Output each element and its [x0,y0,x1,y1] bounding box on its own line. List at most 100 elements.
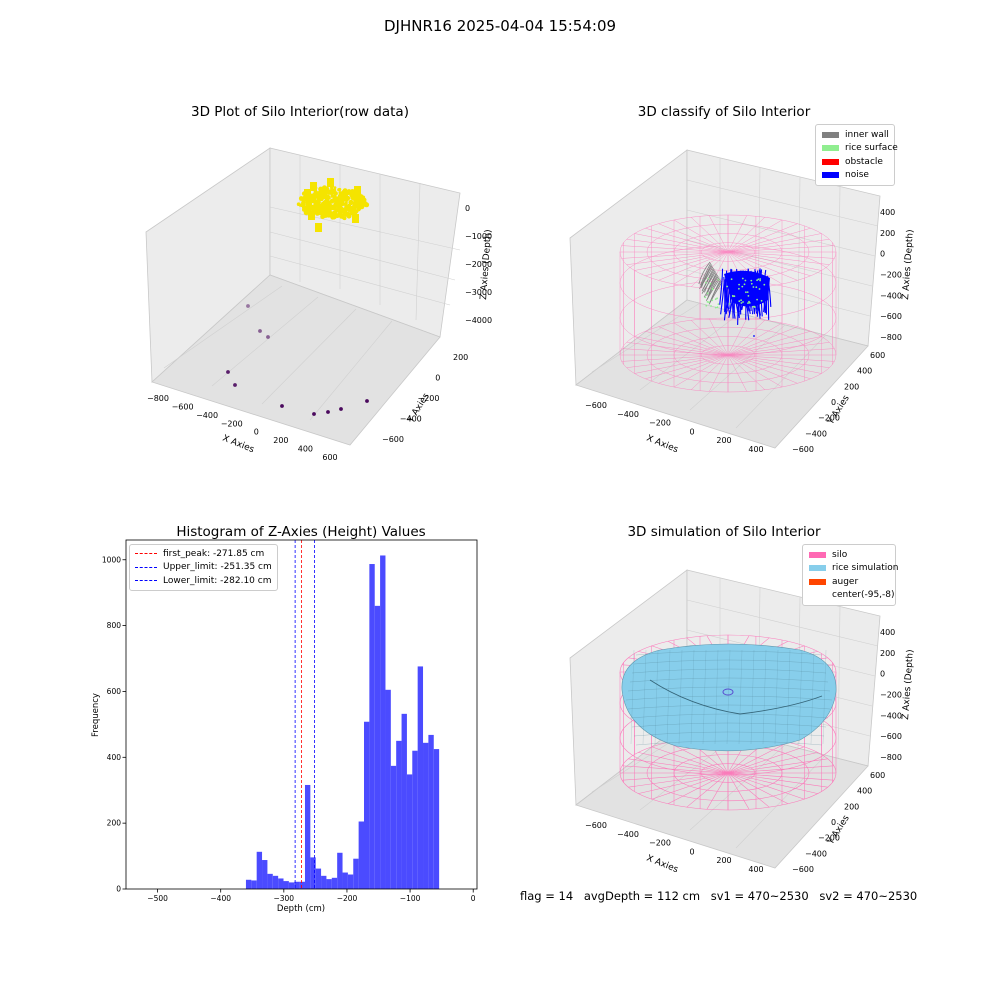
rice-surface-point [705,281,707,284]
surface-mesh-line [798,649,803,745]
raw-point [337,197,341,201]
histogram-bar [321,875,327,889]
rice-surface-point [744,279,747,282]
classify-plot-title: 3D classify of Silo Interior [637,104,811,120]
rice-surface-point [705,304,708,307]
histogram-bar [364,721,370,889]
raw-far-point [312,412,316,416]
rice-surface-point [756,298,758,301]
raw-y-tick-labels: −600 −400 −200 0 200 [382,353,468,444]
simulation-x-axis-label: X Axies [645,854,680,876]
x-tick-label: 200 [716,856,731,865]
rice-surface-point [743,283,746,286]
simulation-z-tick-labels: −800 −600 −400 −200 0 200 400 [880,628,902,762]
z-tick-label: −200 [880,271,902,280]
surface-mesh-line [627,686,831,692]
inner-wall-trace [703,274,719,298]
y-tick-label: 200 [453,353,468,362]
histogram-bar [433,749,440,889]
raw-point [317,196,323,201]
x-tick-label: 400 [748,445,763,454]
raw-point [326,213,331,218]
rice-surface-point [740,299,742,302]
z-tick-label: −400 [880,711,902,720]
raw-point [325,204,330,209]
y-tick-label: −400 [805,849,827,858]
raw-point [309,199,314,203]
histogram-bar [358,821,364,889]
raw-point [345,195,351,201]
surface-mesh-line [750,649,755,745]
raw-point [339,214,344,219]
raw-point [355,199,360,204]
histogram-bar [299,881,305,889]
z-tick-label: −600 [880,732,902,741]
surface-mesh-line [629,713,829,719]
legend-item-inner-wall: inner wall [822,128,889,142]
histogram-bar [331,877,338,889]
classify-silo-wireframe [619,214,837,393]
surface-mesh-line [726,649,731,745]
raw-z-axis-label: Z Axies (Depth) [479,229,494,300]
raw-far-point [326,410,330,414]
raw-point [333,196,339,202]
surface-mesh-line [714,649,719,745]
raw-point [322,210,327,215]
raw-point [334,200,339,204]
raw-point [341,190,347,195]
rice-surface-point [745,291,747,294]
raw-point [347,189,350,193]
z-tick-label: −1000 [465,232,492,241]
histogram-bar [294,881,300,889]
raw-far-point [339,407,343,411]
x-tick-label: 0 [471,894,476,903]
x-tick-label: −600 [585,401,607,410]
x-tick-label: −600 [172,402,194,411]
rice-surface-point [748,302,751,304]
histogram-bar [272,875,279,889]
raw-x-axis-label: X Axies [221,434,256,456]
raw-point [339,200,345,206]
rice-surface-point [738,300,741,303]
raw-point-cluster [315,223,322,232]
histogram-bar [423,742,429,889]
simulation-x-tick-labels: −600 −400 −200 0 200 400 [585,821,764,874]
noise-point [753,335,755,337]
y-tick-label: −400 [805,429,827,438]
legend-item-first-peak: first_peak: -271.85 cm [135,547,272,561]
x-tick-label: 0 [689,847,694,856]
z-tick-label: −800 [880,753,902,762]
inner-wall-trace [708,282,723,305]
histogram-bar [374,605,381,889]
rice-surface-point [759,279,761,282]
x-tick-label: 200 [273,436,288,445]
raw-point [342,211,347,217]
histogram-bar [396,740,402,889]
y-tick-label: 400 [857,367,872,376]
surface-mesh-line [633,659,825,665]
rice-surface-point [706,301,709,303]
raw-point [333,186,337,190]
y-tick-label: 0 [435,374,440,383]
z-tick-label: 200 [880,229,895,238]
classify-x-tick-labels: −600 −400 −200 0 200 400 [585,401,764,454]
rice-surface-point [760,299,763,302]
x-tick-label: −800 [147,394,169,403]
y-tick-label: −200 [818,414,840,423]
surface-mesh-line [822,649,827,745]
flag-readout: flag = 14 [520,889,574,903]
raw-point [350,194,355,199]
raw-far-point [233,383,237,387]
raw-point [325,194,329,198]
raw-point [330,194,334,198]
inner-wall-trace [701,269,715,292]
surface-mesh-line [774,649,779,745]
surface-mesh-line [629,677,829,683]
rice-surface-point [711,288,714,291]
surface-mesh-line [631,722,827,728]
center-marker [722,688,734,696]
raw-point [357,203,362,208]
rice-surface-point [757,278,760,281]
noise-trace [723,276,726,313]
